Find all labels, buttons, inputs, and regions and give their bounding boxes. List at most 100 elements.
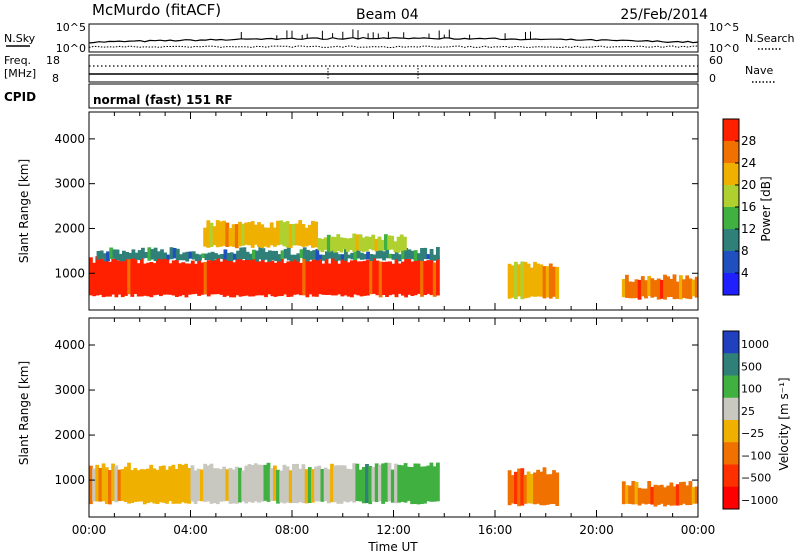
velocity-cell: [423, 466, 427, 504]
velocity-cell: [104, 467, 109, 504]
velocity-cell: [250, 465, 255, 503]
velocity-cell: [228, 467, 233, 504]
velocity-cell: [371, 467, 376, 502]
power-cell: [147, 247, 152, 261]
velocity-cell: [127, 462, 131, 504]
power-cell: [640, 276, 645, 297]
velocity-cell: [419, 466, 424, 504]
nsky-spikes: [240, 29, 531, 40]
velocity-cell: [545, 474, 550, 505]
power-cell: [127, 258, 131, 295]
power-cell: [267, 250, 272, 262]
power-cell: [288, 224, 293, 248]
velocity-cell: [403, 463, 408, 503]
power-cell: [318, 259, 322, 295]
power-cell: [207, 252, 212, 260]
velocity-cell: [196, 468, 201, 502]
velocity-cell: [266, 462, 271, 502]
power-cell: [552, 266, 556, 297]
power-cell: [236, 250, 240, 260]
velocity-cell: [298, 468, 303, 503]
velocity-cell: [381, 463, 385, 504]
power-cell: [118, 253, 123, 262]
power-cell: [382, 251, 386, 261]
power-cell: [201, 253, 206, 259]
power-cell: [417, 253, 421, 261]
power-cell: [261, 248, 266, 261]
power-cell: [190, 260, 195, 295]
velocity-cell: [326, 469, 331, 504]
velocity-cell: [659, 484, 664, 504]
velocity-cell: [666, 485, 671, 505]
power-cell: [669, 279, 674, 297]
power-cell: [295, 259, 300, 295]
power-cell: [280, 250, 285, 259]
velocity-cell: [342, 465, 347, 502]
velocity-cell: [685, 485, 690, 506]
power-cell: [514, 261, 518, 300]
power-colorbar-tick-label: 28: [741, 134, 756, 148]
velocity-cell: [301, 464, 306, 504]
power-cell: [188, 251, 193, 259]
power-cell: [282, 222, 287, 247]
velocity-cell: [273, 465, 277, 501]
velocity-cell: [349, 469, 353, 502]
velocity-cell: [263, 464, 268, 501]
velocity-cell: [304, 469, 309, 504]
power-cell: [128, 252, 133, 259]
power-cell: [688, 278, 693, 300]
velocity-colorbar-swatch: [723, 442, 739, 465]
power-cell: [308, 261, 313, 295]
power-cell: [187, 263, 192, 295]
power-cell: [241, 260, 246, 297]
station-title: McMurdo (fitACF): [92, 1, 221, 19]
power-colorbar-tick-label: 24: [741, 156, 756, 170]
power-cell: [378, 250, 383, 259]
power-cell: [317, 238, 322, 251]
beam-title: Beam 04: [356, 7, 419, 23]
power-cell: [416, 256, 421, 294]
power-cell: [309, 251, 313, 260]
velocity-cell: [672, 486, 677, 506]
power-cell: [340, 256, 345, 297]
power-cell: [345, 238, 350, 252]
power-cell: [103, 253, 107, 262]
velocity-cell: [142, 469, 147, 505]
power-cell: [413, 250, 418, 261]
velocity-cell: [407, 466, 411, 501]
power-cell: [298, 220, 303, 246]
velocity-xtick-label: 20:00: [579, 523, 614, 537]
power-cell: [295, 223, 299, 246]
power-cell: [510, 265, 515, 298]
power-cell: [260, 258, 265, 296]
power-cell: [171, 260, 176, 296]
power-cell: [131, 249, 136, 259]
power-cell: [220, 254, 225, 259]
velocity-cell: [108, 470, 112, 505]
power-cell: [301, 224, 306, 247]
power-colorbar-swatch: [723, 273, 739, 296]
power-cell: [388, 261, 392, 296]
power-cell: [152, 263, 157, 296]
power-cell: [89, 257, 93, 296]
power-cell: [182, 252, 187, 261]
power-colorbar-swatch: [723, 251, 739, 274]
power-cell: [162, 256, 166, 295]
velocity-cell: [317, 465, 322, 502]
velocity-colorbar-frame: [722, 330, 740, 510]
power-cell: [321, 254, 326, 261]
power-cell: [358, 234, 363, 252]
power-cell: [331, 248, 336, 259]
power-cell: [244, 222, 249, 245]
power-cell: [247, 222, 252, 246]
power-cell: [125, 252, 129, 260]
velocity-cell: [507, 470, 512, 506]
velocity-cell: [644, 488, 648, 505]
velocity-cell: [542, 467, 547, 506]
velocity-cell: [345, 468, 350, 503]
power-cell: [111, 258, 116, 295]
velocity-cell: [650, 486, 655, 505]
power-cell: [536, 263, 540, 297]
power-cell: [363, 253, 367, 260]
power-cell: [274, 250, 278, 261]
